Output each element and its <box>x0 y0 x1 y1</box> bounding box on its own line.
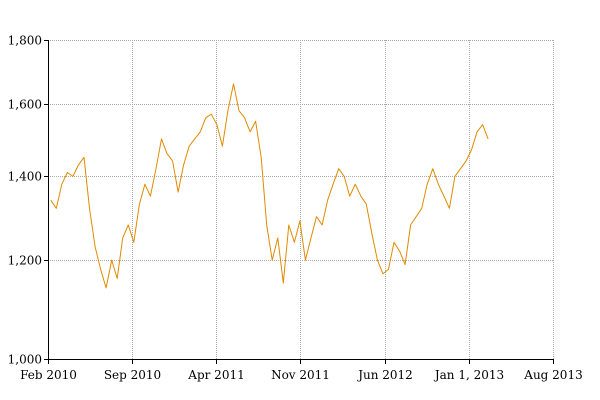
y-tick-label: 1,600 <box>8 98 42 112</box>
x-tick-label: Apr 2011 <box>187 368 244 382</box>
y-tick-label: 1,400 <box>8 170 42 184</box>
series-line <box>50 83 489 289</box>
y-tick-label: 1,200 <box>8 254 42 268</box>
x-tick-label: Aug 2013 <box>523 368 582 382</box>
tick-labels: 1,000 1,200 1,400 1,600 1,800 Feb 2010 Sep 201… <box>8 34 583 383</box>
x-tick-label: Jan 1, 2013 <box>433 368 504 382</box>
x-tick-label: Sep 2010 <box>104 368 161 382</box>
y-tick-label: 1,800 <box>8 34 42 48</box>
x-tick-label: Jun 2012 <box>356 368 413 382</box>
y-tick-label: 1,000 <box>8 353 42 367</box>
axes <box>44 40 554 364</box>
grid <box>48 40 554 359</box>
series <box>50 83 489 289</box>
x-tick-label: Nov 2011 <box>271 368 330 382</box>
x-tick-label: Feb 2010 <box>20 368 77 382</box>
